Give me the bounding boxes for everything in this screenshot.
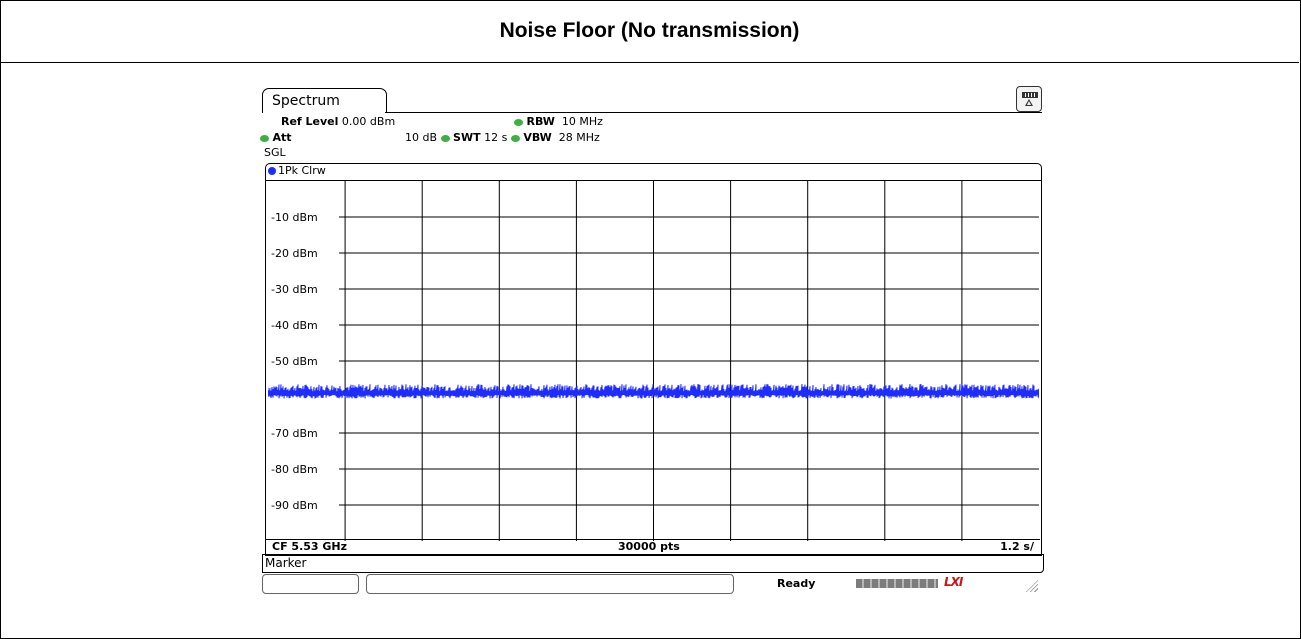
- time-per-division: 1.2 s/: [1000, 540, 1034, 553]
- status-field-left[interactable]: [262, 574, 359, 594]
- diagram-footer: CF 5.53 GHz 30000 pts 1.2 s/: [265, 539, 1040, 554]
- att: Att: [260, 131, 292, 144]
- y-tick-label: -90 dBm: [271, 499, 318, 512]
- trace-label: 1Pk Clrw: [266, 164, 1041, 181]
- y-tick-label: -10 dBm: [271, 211, 318, 224]
- rbw-value: 10 MHz: [561, 115, 603, 128]
- status-bar: Ready LXI: [262, 574, 1042, 594]
- ref-level-label: Ref Level: [281, 115, 339, 128]
- att-led-icon: [260, 134, 269, 142]
- trace-dot-icon: [268, 167, 276, 175]
- vbw-value: 28 MHz: [558, 131, 600, 144]
- vbw-label: VBW: [523, 131, 552, 144]
- lxi-logo-icon: LXI: [944, 575, 963, 589]
- status-ready: Ready: [777, 577, 816, 590]
- spectrum-plot: -10 dBm -20 dBm -30 dBm -40 dBm -50 dBm -70 d…: [268, 181, 1039, 541]
- resize-grip-icon[interactable]: [1026, 580, 1038, 592]
- spectrum-diagram: 1Pk Clrw -10 dBm -20 dBm -30 dBm -40 dBm -50…: [265, 163, 1042, 556]
- att-swt: 10 dB SWT 12 s VBW 28 MHz: [405, 131, 600, 144]
- rbw-led-icon: [514, 118, 523, 126]
- swt-label: SWT: [453, 131, 481, 144]
- y-tick-label: -80 dBm: [271, 463, 318, 476]
- y-tick-label: -40 dBm: [271, 319, 318, 332]
- att-label: Att: [272, 131, 292, 144]
- y-tick-label: -30 dBm: [271, 283, 318, 296]
- sweep-mode: SGL: [264, 146, 286, 159]
- analyzer-screen: Spectrum Ref Level 0.00 dBm RBW 10 MHz A…: [260, 86, 1044, 596]
- rbw: RBW 10 MHz: [514, 115, 603, 128]
- progress-bar: [856, 579, 938, 588]
- tab-divider: [385, 112, 1042, 113]
- marker-label: Marker: [265, 556, 307, 570]
- swt-value: 12 s: [484, 131, 508, 144]
- tab-spectrum-label: Spectrum: [272, 93, 340, 109]
- center-frequency: CF 5.53 GHz: [272, 540, 348, 553]
- y-tick-label: -70 dBm: [271, 427, 318, 440]
- att-value: 10 dB: [405, 131, 438, 144]
- ref-level-value: 0.00 dBm: [341, 115, 396, 128]
- y-tick-label: -20 dBm: [271, 247, 318, 260]
- swt-led-icon: [440, 134, 450, 142]
- vbw-led-icon: [510, 134, 520, 142]
- sweep-points: 30000 pts: [618, 540, 680, 553]
- ref-level: Ref Level 0.00 dBm: [281, 115, 395, 128]
- marker-bar[interactable]: Marker: [262, 554, 1044, 573]
- trace-label-text: 1Pk Clrw: [278, 164, 326, 177]
- figure-title: Noise Floor (No transmission): [0, 0, 1299, 63]
- status-field-message[interactable]: [366, 574, 734, 594]
- tab-spectrum[interactable]: Spectrum: [262, 88, 387, 113]
- y-tick-label: -50 dBm: [271, 355, 318, 368]
- trace-1-line: [268, 384, 1039, 399]
- sweep-mode-icon[interactable]: [1016, 86, 1042, 112]
- rbw-label: RBW: [526, 115, 555, 128]
